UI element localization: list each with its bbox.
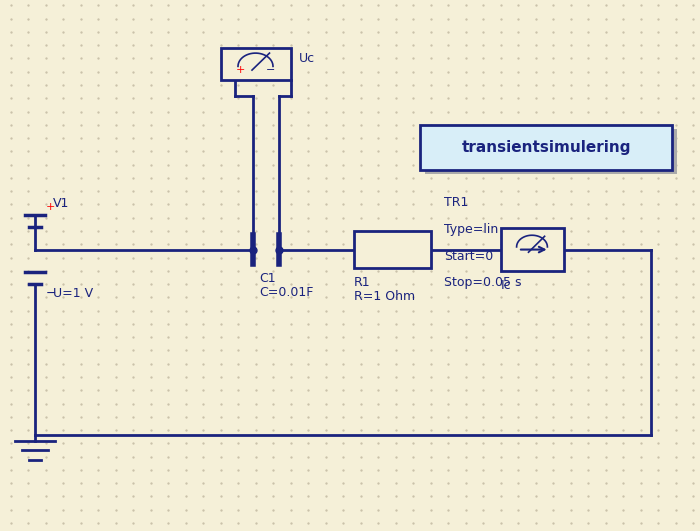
Text: Ic: Ic (500, 279, 511, 292)
Text: C=0.01F: C=0.01F (259, 286, 314, 299)
Text: +: + (235, 65, 245, 75)
Bar (500, 228, 564, 271)
Text: transientsimulering: transientsimulering (461, 140, 631, 155)
Text: Stop=0.05 s: Stop=0.05 s (444, 276, 522, 289)
Text: Uc: Uc (299, 52, 315, 65)
Text: −: − (46, 287, 56, 299)
Text: V1: V1 (52, 197, 69, 210)
Text: +: + (46, 202, 55, 212)
Text: R1: R1 (354, 276, 370, 289)
Text: R=1 Ohm: R=1 Ohm (354, 290, 414, 303)
Bar (425, 129, 677, 174)
Bar (354, 231, 430, 268)
Text: TR1: TR1 (444, 196, 469, 209)
Bar (420, 125, 672, 170)
Text: U=1 V: U=1 V (52, 287, 92, 299)
Text: C1: C1 (259, 272, 276, 285)
Text: Start=0: Start=0 (444, 250, 493, 262)
Bar (220, 48, 290, 80)
Text: −: − (266, 65, 276, 75)
Text: Type=lin: Type=lin (444, 223, 498, 236)
